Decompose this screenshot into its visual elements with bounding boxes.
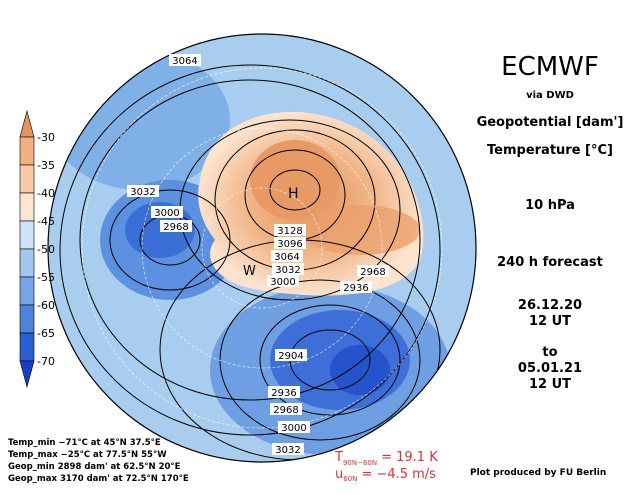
contour-label-box xyxy=(127,185,159,197)
date: 05.01.21 xyxy=(517,361,583,376)
contour-label: 2936 xyxy=(343,283,368,294)
level: 10 hPa xyxy=(525,198,575,213)
contour-label-box xyxy=(274,237,306,249)
colorbar-label: -40 xyxy=(37,187,55,200)
diagnostic-subscript: 90N−60N xyxy=(342,458,378,467)
colorbar-tip xyxy=(19,109,35,138)
colorbar-swatch xyxy=(19,192,35,222)
field: Temperature [°C] xyxy=(487,143,613,158)
contour-label: 3032 xyxy=(275,265,300,276)
contour-label: 3000 xyxy=(281,423,306,434)
contour-label-box xyxy=(151,206,183,218)
diagnostic-text: = −4.5 m/s xyxy=(361,466,436,482)
contour-label: 3032 xyxy=(130,187,155,198)
colorbar-label: -35 xyxy=(37,159,55,172)
time: 12 UT xyxy=(528,377,572,392)
contour-label-box xyxy=(271,250,303,262)
contour-label: 3128 xyxy=(277,226,302,237)
contour-label: 2968 xyxy=(360,267,385,278)
colorbar-swatch xyxy=(19,332,35,362)
contour-label: 3064 xyxy=(274,252,299,263)
contour-label-box xyxy=(357,265,389,277)
contour-label-box xyxy=(267,275,299,287)
contour-label: 3096 xyxy=(277,239,302,250)
contour-label-box xyxy=(340,281,372,293)
contour-label-box xyxy=(275,349,307,361)
diagnostic: T90N−60N = 19.1 K xyxy=(335,450,438,467)
colorbar-label: -30 xyxy=(37,131,55,144)
time: 12 UT xyxy=(528,314,572,329)
colorbar-label: -70 xyxy=(37,355,55,368)
colorbar-swatch xyxy=(19,164,35,194)
stat: Geop_min 2898 dam' at 62.5°N 20°E xyxy=(8,462,181,472)
title: ECMWF xyxy=(501,52,599,82)
colorbar-label: -65 xyxy=(37,327,55,340)
credit: Plot produced by FU Berlin xyxy=(470,468,607,478)
contour-label-box xyxy=(160,220,192,232)
colorbar-label: -60 xyxy=(37,299,55,312)
forecast: 240 h forecast xyxy=(497,255,603,270)
diagnostic: u60N = −4.5 m/s xyxy=(335,467,438,484)
contour-label-box xyxy=(169,54,201,66)
stat: Temp_min −71°C at 45°N 37.5°E xyxy=(8,438,161,448)
source: via DWD xyxy=(526,90,574,101)
colorbar-tip xyxy=(19,360,35,389)
map-field xyxy=(48,34,476,462)
contour-label: 2936 xyxy=(271,388,296,399)
stat: Temp_max −25°C at 77.5°N 55°W xyxy=(8,450,167,460)
contour-label: 2904 xyxy=(278,351,303,362)
contour-label-box xyxy=(272,263,304,275)
diagnostic-symbol: T xyxy=(335,450,343,465)
diagnostic-symbol: u xyxy=(335,466,344,482)
contour-label: 3000 xyxy=(270,277,295,288)
colorbar: -30 -35 -40 -45 -50 -55 -60 -65 -70 xyxy=(19,109,55,389)
colorbar-swatch xyxy=(19,220,35,250)
contour-label-box xyxy=(268,386,300,398)
contour-label: 3064 xyxy=(172,56,197,67)
to: to xyxy=(542,345,558,360)
colorbar-swatch xyxy=(19,304,35,334)
high-label: H xyxy=(288,186,299,202)
stat: Geop_max 3170 dam' at 72.5°N 170°E xyxy=(8,474,189,484)
diagnostic-text: = 19.1 K xyxy=(381,450,438,465)
colorbar-swatch xyxy=(19,248,35,278)
contour-label-box xyxy=(270,403,302,415)
contour-label-box xyxy=(272,443,304,455)
date: 26.12.20 xyxy=(517,298,583,313)
colorbar-swatch xyxy=(19,136,35,166)
colorbar-label: -50 xyxy=(37,243,55,256)
contour-label: 2968 xyxy=(273,405,298,416)
colorbar-label: -55 xyxy=(37,271,55,284)
diagnostic-subscript: 60N xyxy=(343,475,358,484)
contour-label-box xyxy=(278,421,310,433)
colorbar-swatch xyxy=(19,276,35,306)
contour-label-box xyxy=(274,224,306,236)
contour-label: 2968 xyxy=(163,222,188,233)
contour-label: 3032 xyxy=(275,445,300,456)
colorbar-label: -45 xyxy=(37,215,55,228)
field: Geopotential [dam'] xyxy=(476,115,624,130)
contour-label: 3000 xyxy=(154,208,179,219)
warm-label: W xyxy=(243,264,256,279)
